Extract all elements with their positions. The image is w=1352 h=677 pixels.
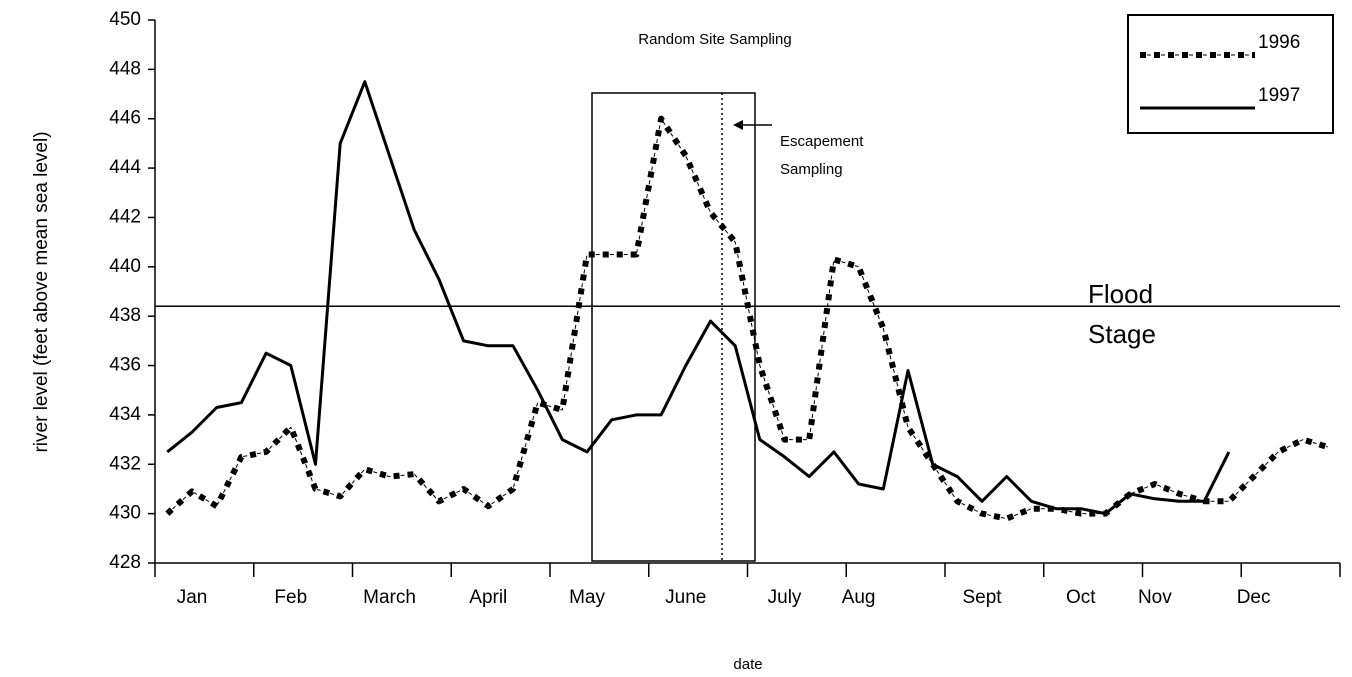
annotation: Escapement <box>780 133 864 150</box>
x-tick-label: Dec <box>1237 587 1271 608</box>
x-tick-label: June <box>665 587 706 608</box>
y-tick-label: 446 <box>109 108 141 129</box>
y-tick-label: 430 <box>109 503 141 524</box>
y-tick-label: 432 <box>109 453 141 474</box>
legend-box <box>1127 14 1334 134</box>
x-tick-label: Nov <box>1138 587 1172 608</box>
legend-label: 1996 <box>1258 32 1300 53</box>
x-tick-label: Sept <box>962 587 1002 608</box>
x-tick-label: May <box>569 587 605 608</box>
annotation: Sampling <box>780 161 843 178</box>
x-tick-label: Aug <box>842 587 876 608</box>
x-tick-label: July <box>768 587 802 608</box>
y-tick-label: 450 <box>109 9 141 30</box>
x-tick-label: April <box>469 587 507 608</box>
y-tick-label: 440 <box>109 256 141 277</box>
legend-label: 1997 <box>1258 85 1300 106</box>
x-axis-label: date <box>733 656 762 673</box>
x-tick-label: Feb <box>274 587 307 608</box>
y-tick-label: 436 <box>109 355 141 376</box>
x-tick-label: March <box>363 587 416 608</box>
series-line <box>166 80 1231 516</box>
y-tick-label: 434 <box>109 404 141 425</box>
x-tick-label: Jan <box>177 587 208 608</box>
flood-stage-label: Flood <box>1088 279 1153 309</box>
series-line-dots <box>165 115 1329 522</box>
y-tick-label: 444 <box>109 157 141 178</box>
y-tick-label: 448 <box>109 58 141 79</box>
y-tick-label: 442 <box>109 206 141 227</box>
x-tick-label: Oct <box>1066 587 1096 608</box>
arrow-head <box>733 120 743 130</box>
flood-stage-label: Stage <box>1088 319 1156 349</box>
y-tick-label: 428 <box>109 552 141 573</box>
y-axis-label: river level (feet above mean sea level) <box>31 131 52 452</box>
chart-title: Random Site Sampling <box>638 31 791 48</box>
y-tick-label: 438 <box>109 305 141 326</box>
escapement-box <box>591 92 756 562</box>
